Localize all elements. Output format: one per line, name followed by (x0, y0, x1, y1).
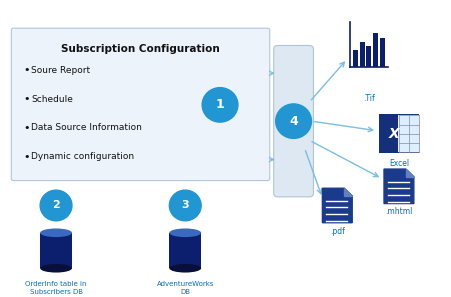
Text: Excel: Excel (389, 159, 409, 168)
FancyBboxPatch shape (379, 114, 419, 153)
Bar (353, 50, 358, 67)
FancyBboxPatch shape (379, 114, 400, 153)
Text: .mhtml: .mhtml (385, 207, 413, 217)
Text: OrderInfo table in
Subscribers DB: OrderInfo table in Subscribers DB (25, 281, 87, 295)
FancyBboxPatch shape (398, 116, 419, 152)
Polygon shape (406, 169, 414, 177)
Bar (373, 33, 378, 67)
Bar (380, 38, 385, 67)
Text: 4: 4 (289, 115, 298, 128)
Circle shape (276, 104, 312, 138)
Ellipse shape (169, 228, 201, 237)
Polygon shape (322, 188, 352, 223)
Text: .Tif: .Tif (363, 94, 375, 103)
Text: Schedule: Schedule (31, 95, 73, 104)
Bar (359, 42, 365, 67)
Text: Dynamic configuration: Dynamic configuration (31, 152, 134, 161)
Text: X: X (389, 127, 400, 140)
Text: .pdf: .pdf (330, 227, 345, 236)
Text: 3: 3 (181, 200, 189, 211)
Ellipse shape (40, 264, 72, 273)
Circle shape (169, 190, 201, 221)
Text: AdventureWorks
DB: AdventureWorks DB (156, 281, 214, 295)
Ellipse shape (40, 228, 72, 237)
FancyBboxPatch shape (11, 28, 270, 181)
Text: 1: 1 (216, 98, 225, 111)
Polygon shape (344, 188, 352, 196)
FancyBboxPatch shape (274, 45, 313, 197)
FancyBboxPatch shape (169, 233, 201, 268)
FancyBboxPatch shape (40, 233, 72, 268)
Polygon shape (384, 169, 414, 203)
Text: Soure Report: Soure Report (31, 66, 90, 75)
Circle shape (202, 88, 238, 122)
Text: •: • (23, 151, 30, 162)
Text: •: • (23, 94, 30, 104)
Ellipse shape (169, 264, 201, 273)
Text: Data Source Information: Data Source Information (31, 123, 142, 132)
Circle shape (40, 190, 72, 221)
Text: Subscription Configuration: Subscription Configuration (61, 44, 220, 54)
Text: •: • (23, 123, 30, 133)
Text: 2: 2 (52, 200, 60, 211)
Bar (366, 46, 372, 67)
Text: •: • (23, 65, 30, 75)
